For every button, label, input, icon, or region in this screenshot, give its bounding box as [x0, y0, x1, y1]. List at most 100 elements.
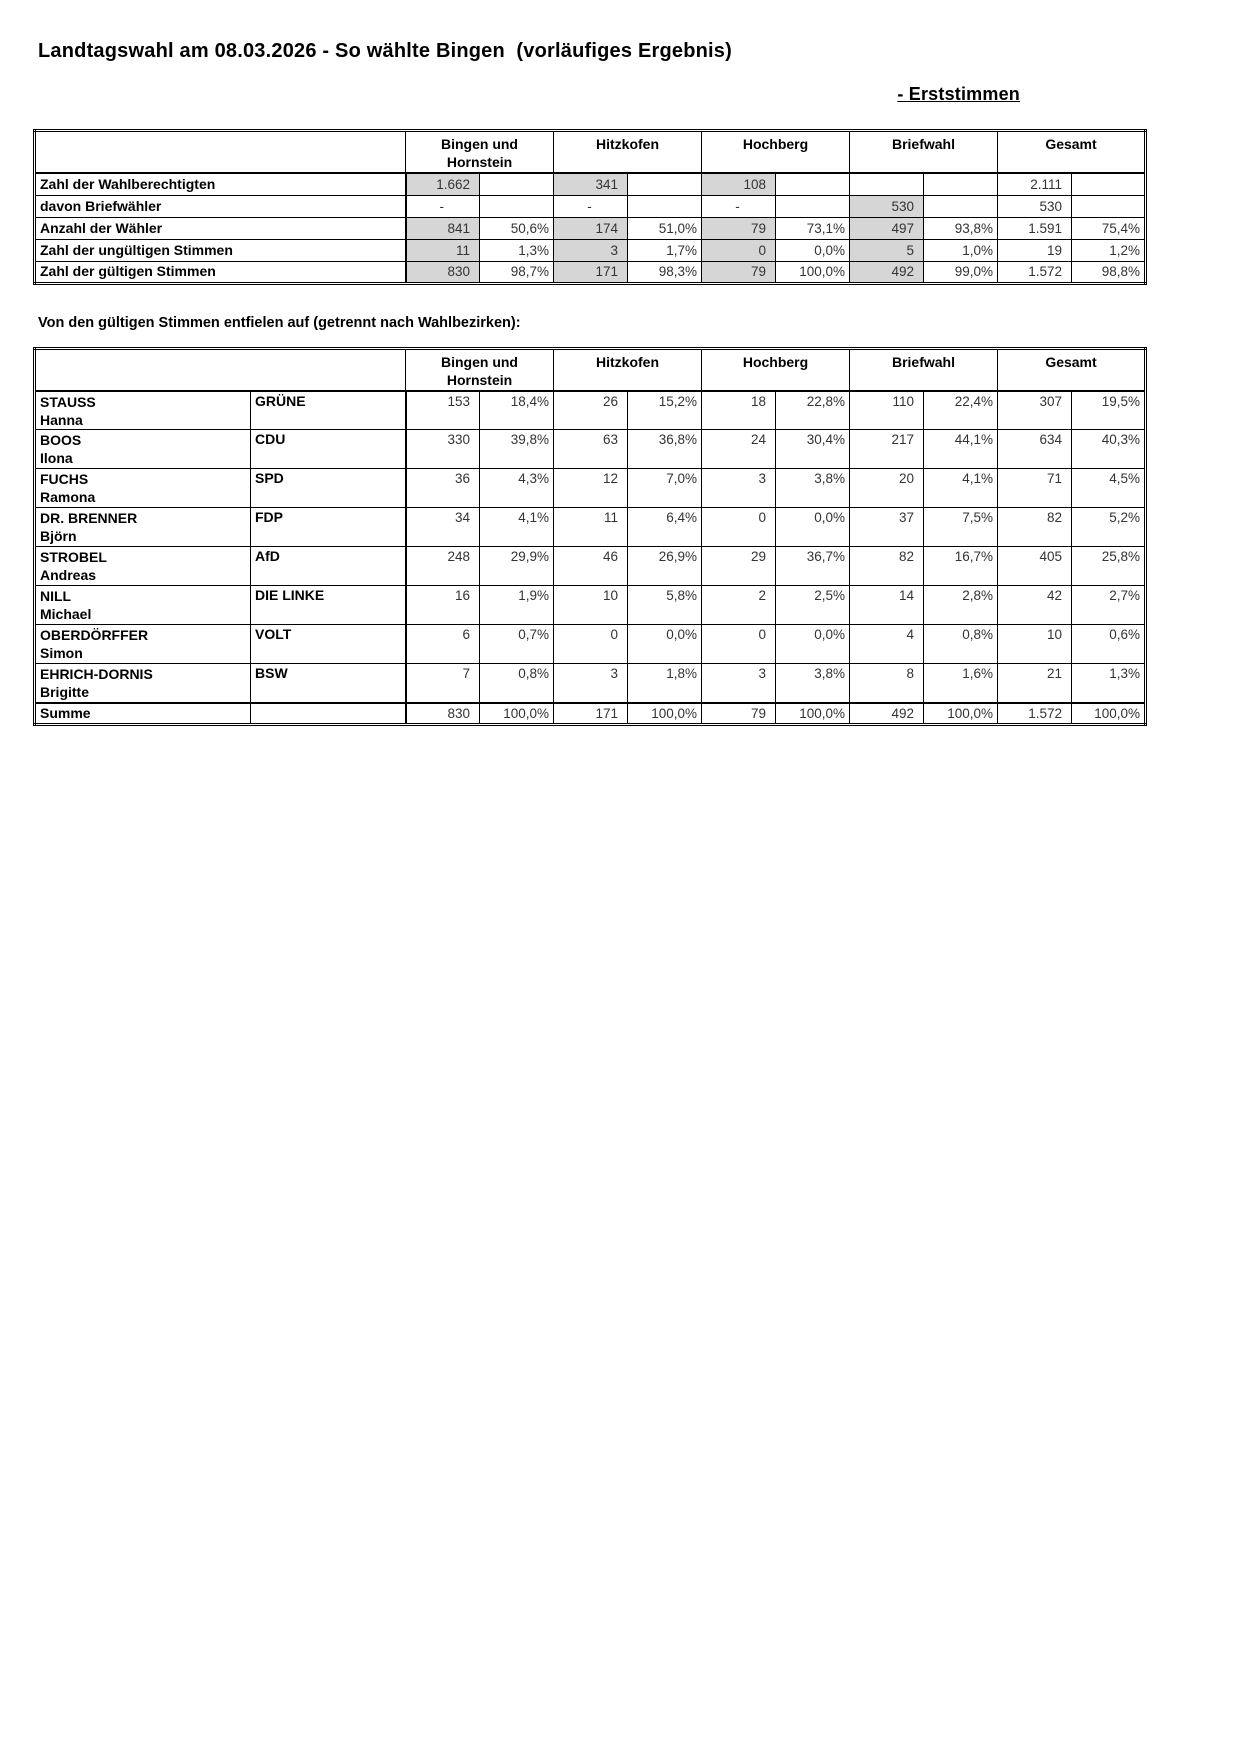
percent-cell: 0,0%	[775, 238, 850, 262]
candidate-row: DR. BRENNER Björn FDP 34 4,1% 11 6,4% 0 …	[34, 507, 1146, 547]
count-cell: 307	[997, 390, 1072, 430]
count-cell: 7	[405, 663, 480, 703]
count-cell: 108	[701, 172, 776, 196]
count-cell: 8	[849, 663, 924, 703]
percent-cell: 1,7%	[627, 238, 702, 262]
percent-cell: 36,7%	[775, 546, 850, 586]
candidate-name: DR. BRENNER Björn	[34, 507, 251, 547]
count-cell: 492	[849, 260, 924, 284]
percent-cell: 15,2%	[627, 390, 702, 430]
percent-cell	[479, 194, 554, 218]
count-cell: 0	[701, 238, 776, 262]
count-cell: 1.662	[405, 172, 480, 196]
percent-cell: 29,9%	[479, 546, 554, 586]
percent-cell: 1,6%	[923, 663, 998, 703]
percent-cell: 99,0%	[923, 260, 998, 284]
candidate-surname: DR. BRENNER	[40, 510, 138, 526]
count-cell: 14	[849, 585, 924, 625]
candidate-name: OBERDÖRFFER Simon	[34, 624, 251, 664]
summary-table: Bingen und Hornstein Hitzkofen Hochberg …	[33, 129, 1147, 285]
percent-cell: 98,7%	[479, 260, 554, 284]
count-cell: 71	[997, 468, 1072, 508]
summary-header-row: Bingen und Hornstein Hitzkofen Hochberg …	[34, 130, 1146, 174]
candidate-name: STROBEL Andreas	[34, 546, 251, 586]
count-cell: 2.111	[997, 172, 1072, 196]
candidate-party: GRÜNE	[250, 390, 407, 430]
count-cell: -	[405, 194, 480, 218]
candidate-firstname: Brigitte	[40, 684, 89, 700]
count-cell: 830	[405, 260, 480, 284]
summary-table-row: Zahl der gültigen Stimmen 830 98,7% 171 …	[34, 260, 1146, 284]
candidate-firstname: Ilona	[40, 450, 73, 466]
percent-cell: 1,9%	[479, 585, 554, 625]
count-cell: 248	[405, 546, 480, 586]
count-cell: 34	[405, 507, 480, 547]
column-header-hitzkofen: Hitzkofen	[553, 130, 702, 174]
percent-cell: 22,8%	[775, 390, 850, 430]
percent-cell: 18,4%	[479, 390, 554, 430]
candidates-table: Bingen und Hornstein Hitzkofen Hochberg …	[33, 346, 1147, 726]
percent-cell	[627, 172, 702, 196]
count-cell: 217	[849, 429, 924, 469]
percent-cell	[923, 194, 998, 218]
candidate-party: BSW	[250, 663, 407, 703]
candidate-row: OBERDÖRFFER Simon VOLT 6 0,7% 0 0,0% 0 0…	[34, 624, 1146, 664]
candidate-party: CDU	[250, 429, 407, 469]
percent-cell: 2,8%	[923, 585, 998, 625]
count-cell: 12	[553, 468, 628, 508]
percent-cell: 6,4%	[627, 507, 702, 547]
count-cell: 63	[553, 429, 628, 469]
count-cell: 79	[701, 701, 776, 725]
count-cell: 19	[997, 238, 1072, 262]
candidate-firstname: Michael	[40, 606, 92, 622]
percent-cell: 22,4%	[923, 390, 998, 430]
percent-cell: 93,8%	[923, 216, 998, 240]
percent-cell: 1,3%	[1071, 663, 1146, 703]
percent-cell: 3,8%	[775, 663, 850, 703]
intro-text: Von den gültigen Stimmen entfielen auf (…	[38, 314, 521, 331]
summary-table-row: davon Briefwähler - - - 530 530	[34, 194, 1146, 218]
candidate-row: NILL Michael DIE LINKE 16 1,9% 10 5,8% 2…	[34, 585, 1146, 625]
percent-cell: 100,0%	[923, 701, 998, 725]
count-cell	[849, 172, 924, 196]
candidate-firstname: Andreas	[40, 567, 97, 583]
sum-label: Summe	[34, 701, 251, 725]
percent-cell: 0,0%	[775, 507, 850, 547]
count-cell: 634	[997, 429, 1072, 469]
percent-cell: 0,8%	[923, 624, 998, 664]
count-cell: 82	[997, 507, 1072, 547]
percent-cell: 0,0%	[627, 624, 702, 664]
percent-cell: 7,5%	[923, 507, 998, 547]
count-cell: 46	[553, 546, 628, 586]
percent-cell: 30,4%	[775, 429, 850, 469]
summary-corner-cell	[34, 130, 406, 174]
count-cell: 830	[405, 701, 480, 725]
column-header-briefwahl: Briefwahl	[849, 130, 998, 174]
percent-cell	[479, 172, 554, 196]
vote-type-row: - Erststimmen	[33, 84, 1144, 105]
percent-cell: 0,8%	[479, 663, 554, 703]
count-cell: 11	[553, 507, 628, 547]
percent-cell: 25,8%	[1071, 546, 1146, 586]
candidate-firstname: Simon	[40, 645, 83, 661]
percent-cell: 40,3%	[1071, 429, 1146, 469]
candidate-name: STAUSS Hanna	[34, 390, 251, 430]
count-cell: 3	[553, 663, 628, 703]
summary-table-row: Zahl der ungültigen Stimmen 11 1,3% 3 1,…	[34, 238, 1146, 262]
count-cell: 171	[553, 701, 628, 725]
candidate-name: BOOS Ilona	[34, 429, 251, 469]
count-cell: 16	[405, 585, 480, 625]
percent-cell: 36,8%	[627, 429, 702, 469]
count-cell: 10	[997, 624, 1072, 664]
count-cell: 4	[849, 624, 924, 664]
candidate-row: EHRICH-DORNIS Brigitte BSW 7 0,8% 3 1,8%…	[34, 663, 1146, 703]
percent-cell: 2,7%	[1071, 585, 1146, 625]
count-cell: 153	[405, 390, 480, 430]
count-cell: 110	[849, 390, 924, 430]
column-header-hochberg: Hochberg	[701, 130, 850, 174]
count-cell: 37	[849, 507, 924, 547]
percent-cell: 98,3%	[627, 260, 702, 284]
candidates-header-row: Bingen und Hornstein Hitzkofen Hochberg …	[34, 347, 1146, 392]
percent-cell: 2,5%	[775, 585, 850, 625]
count-cell: 24	[701, 429, 776, 469]
